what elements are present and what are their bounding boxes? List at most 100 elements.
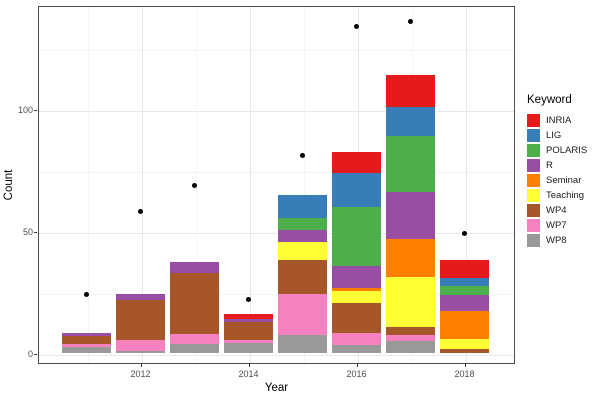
bar-segment-2014-WP8 — [224, 342, 273, 354]
legend-label: Seminar — [546, 175, 582, 186]
y-major-gridline — [39, 232, 514, 234]
bar-segment-2017-R — [386, 192, 435, 239]
x-tick-label: 2014 — [238, 369, 259, 379]
bar-segment-2016-WP4 — [332, 303, 381, 333]
legend-items: INRIA LIG POLARIS R Seminar Teaching WP4 WP7 WP8 — [527, 113, 587, 248]
bar-segment-2014-WP7 — [224, 340, 273, 343]
bar-segment-2018-Seminar — [440, 310, 489, 339]
bar-segment-2015-LIG — [278, 194, 327, 219]
bar-segment-2015-WP4 — [278, 259, 327, 294]
bar-segment-2014-WP4 — [224, 321, 273, 341]
x-tick-label: 2018 — [454, 369, 475, 379]
y-tick-label: 100 — [17, 104, 33, 115]
bar-segment-2012-WP4 — [116, 299, 165, 341]
scatter-point — [192, 182, 197, 188]
bar-segment-2016-POLARIS — [332, 207, 381, 266]
bar-segment-2012-WP8 — [116, 351, 165, 354]
bar-segment-2018-POLARIS — [440, 286, 489, 295]
legend-key-swatch — [527, 114, 540, 127]
bar-segment-2011-WP7 — [62, 343, 111, 348]
legend-item-POLARIS: POLARIS — [527, 143, 587, 158]
legend-label: Teaching — [546, 190, 585, 201]
bar-segment-2011-WP8 — [62, 347, 111, 354]
bar-segment-2017-LIG — [386, 107, 435, 137]
bar-segment-2018-WP4 — [440, 348, 489, 354]
scatter-point — [246, 297, 251, 303]
bar-segment-2014-R — [224, 319, 273, 322]
scatter-point — [462, 231, 467, 237]
bar-segment-2018-R — [440, 294, 489, 311]
bar-segment-2017-WP4 — [386, 326, 435, 336]
bar-segment-2014-INRIA — [224, 314, 273, 320]
legend-key-swatch — [527, 159, 540, 172]
scatter-point — [408, 19, 413, 25]
y-tick — [34, 109, 37, 111]
bar-segment-2018-INRIA — [440, 259, 489, 278]
y-major-gridline — [39, 354, 514, 356]
legend-label: WP8 — [546, 235, 567, 246]
bar-segment-2017-Seminar — [386, 238, 435, 277]
y-tick-label: 50 — [22, 226, 33, 237]
legend-key-swatch — [527, 219, 540, 232]
y-tick — [34, 353, 37, 355]
legend-key-swatch — [527, 189, 540, 202]
bar-segment-2015-Teaching — [278, 242, 327, 260]
x-axis-title: Year — [264, 382, 289, 394]
bar-segment-2017-Teaching — [386, 276, 435, 327]
legend-item-R: R — [527, 158, 587, 173]
y-minor-gridline — [39, 293, 514, 295]
legend-key-swatch — [527, 204, 540, 217]
bar-segment-2011-WP4 — [62, 336, 111, 344]
y-axis-title: Count — [3, 169, 15, 201]
legend-label: LIG — [546, 130, 562, 141]
bar-segment-2015-R — [278, 230, 327, 243]
legend-item-INRIA: INRIA — [527, 113, 587, 128]
bar-segment-2017-WP7 — [386, 335, 435, 342]
legend-item-LIG: LIG — [527, 128, 587, 143]
bar-segment-2018-Teaching — [440, 338, 489, 349]
x-tick-label: 2016 — [346, 369, 367, 379]
bar-segment-2013-R — [170, 262, 219, 273]
legend-key-swatch — [527, 129, 540, 142]
x-tick-label: 2012 — [130, 369, 151, 379]
legend-item-WP7: WP7 — [527, 218, 587, 233]
y-tick — [34, 231, 37, 233]
bar-segment-2015-POLARIS — [278, 218, 327, 231]
legend-item-Teaching: Teaching — [527, 188, 587, 203]
legend-item-WP8: WP8 — [527, 233, 587, 248]
bar-segment-2015-WP8 — [278, 335, 327, 354]
bar-segment-2017-WP8 — [386, 341, 435, 354]
legend-label: WP7 — [546, 220, 567, 231]
bar-segment-2013-WP7 — [170, 333, 219, 344]
legend-key-swatch — [527, 144, 540, 157]
bar-segment-2016-Seminar — [332, 287, 381, 292]
scatter-point — [354, 24, 359, 30]
bar-segment-2015-WP7 — [278, 293, 327, 336]
x-major-gridline — [249, 7, 251, 363]
bar-segment-2016-LIG — [332, 172, 381, 208]
x-tick — [140, 364, 142, 367]
x-major-gridline — [465, 7, 467, 363]
x-tick — [248, 364, 250, 367]
scatter-point — [84, 292, 89, 298]
bar-segment-2016-Teaching — [332, 291, 381, 304]
y-tick-label: 0 — [27, 348, 33, 359]
legend: Keyword INRIA LIG POLARIS R Seminar Teaching W… — [527, 94, 587, 248]
y-minor-gridline — [39, 171, 514, 173]
legend-label: R — [546, 160, 553, 171]
legend-title: Keyword — [527, 94, 572, 106]
x-tick — [464, 364, 466, 367]
bar-segment-2012-WP7 — [116, 340, 165, 352]
legend-key-swatch — [527, 234, 540, 247]
bar-segment-2013-WP8 — [170, 343, 219, 354]
x-tick — [356, 364, 358, 367]
y-major-gridline — [39, 110, 514, 112]
legend-label: INRIA — [546, 115, 572, 126]
bar-segment-2018-LIG — [440, 277, 489, 287]
legend-item-WP4: WP4 — [527, 203, 587, 218]
legend-item-Seminar: Seminar — [527, 173, 587, 188]
x-minor-gridline — [303, 7, 305, 363]
scatter-point — [300, 153, 305, 159]
bar-segment-2016-WP8 — [332, 344, 381, 354]
